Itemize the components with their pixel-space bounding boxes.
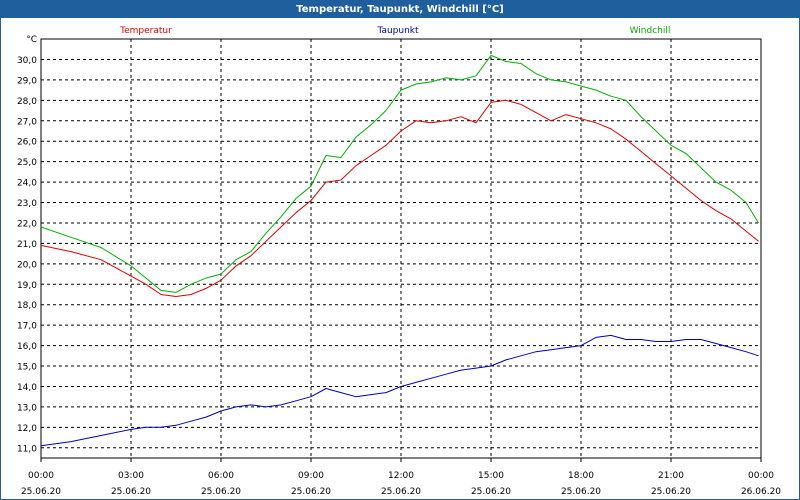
chart-svg: Temperatur Taupunkt Windchill 11,0 12,0 13,0… xyxy=(17,26,781,497)
y-tick-label: 15,0 xyxy=(17,363,37,373)
legend-entry-windchill: Windchill xyxy=(630,26,671,36)
y-tick-label: 20,0 xyxy=(17,260,37,270)
y-tick-label: 29,0 xyxy=(17,76,37,86)
y-tick-label: 12,0 xyxy=(17,424,37,434)
y-tick-label: 24,0 xyxy=(17,179,37,189)
x-tick-date-label: 25.06.20 xyxy=(561,487,601,497)
x-tick-date-label: 25.06.20 xyxy=(201,487,241,497)
grid xyxy=(41,39,761,458)
x-tick-date-label: 25.06.20 xyxy=(381,487,421,497)
x-tick-date-label: 25.06.20 xyxy=(291,487,331,497)
x-tick-date-label: 25.06.20 xyxy=(21,487,61,497)
x-tick-date-label: 25.06.20 xyxy=(111,487,151,497)
x-tick-time-label: 00:00 xyxy=(748,471,774,481)
y-tick-label: 28,0 xyxy=(17,97,37,107)
x-tick-time-label: 09:00 xyxy=(298,471,324,481)
y-tick-label: 17,0 xyxy=(17,322,37,332)
legend-entry-temperatur: Temperatur xyxy=(119,26,172,36)
x-tick-time-label: 18:00 xyxy=(568,471,594,481)
y-tick-label: 21,0 xyxy=(17,240,37,250)
axes xyxy=(40,38,762,462)
y-unit-label: °C xyxy=(26,35,37,45)
series-line-temperatur xyxy=(40,99,759,297)
y-tick-label: 30,0 xyxy=(17,56,37,66)
plot-frame xyxy=(40,38,762,459)
y-tick-label: 16,0 xyxy=(17,342,37,352)
tick-labels: 11,0 12,0 13,0 14,0 15,0 16,0 17,0 18,0 19,0 20,0… xyxy=(17,35,781,497)
series xyxy=(40,54,759,447)
x-tick-time-label: 03:00 xyxy=(118,471,144,481)
y-tick-label: 27,0 xyxy=(17,117,37,127)
y-tick-label: 14,0 xyxy=(17,383,37,393)
x-tick-date-label: 26.06.20 xyxy=(741,487,781,497)
series-line-windchill xyxy=(40,54,759,293)
y-tick-label: 18,0 xyxy=(17,301,37,311)
x-tick-time-label: 15:00 xyxy=(478,471,504,481)
x-tick-time-label: 06:00 xyxy=(208,471,234,481)
x-tick-date-label: 25.06.20 xyxy=(471,487,511,497)
x-tick-time-label: 12:00 xyxy=(388,471,414,481)
y-tick-label: 23,0 xyxy=(17,199,37,209)
chart-title: Temperatur, Taupunkt, Windchill [°C] xyxy=(1,1,799,18)
y-tick-label: 19,0 xyxy=(17,281,37,291)
y-tick-label: 22,0 xyxy=(17,219,37,229)
legend: Temperatur Taupunkt Windchill xyxy=(119,26,670,36)
series-line-taupunkt xyxy=(40,334,759,447)
y-tick-label: 13,0 xyxy=(17,403,37,413)
y-tick-label: 11,0 xyxy=(17,444,37,454)
x-tick-time-label: 00:00 xyxy=(28,471,54,481)
x-tick-date-label: 25.06.20 xyxy=(651,487,691,497)
y-tick-label: 26,0 xyxy=(17,138,37,148)
x-tick-time-label: 21:00 xyxy=(658,471,684,481)
legend-entry-taupunkt: Taupunkt xyxy=(376,26,419,36)
y-tick-label: 25,0 xyxy=(17,158,37,168)
